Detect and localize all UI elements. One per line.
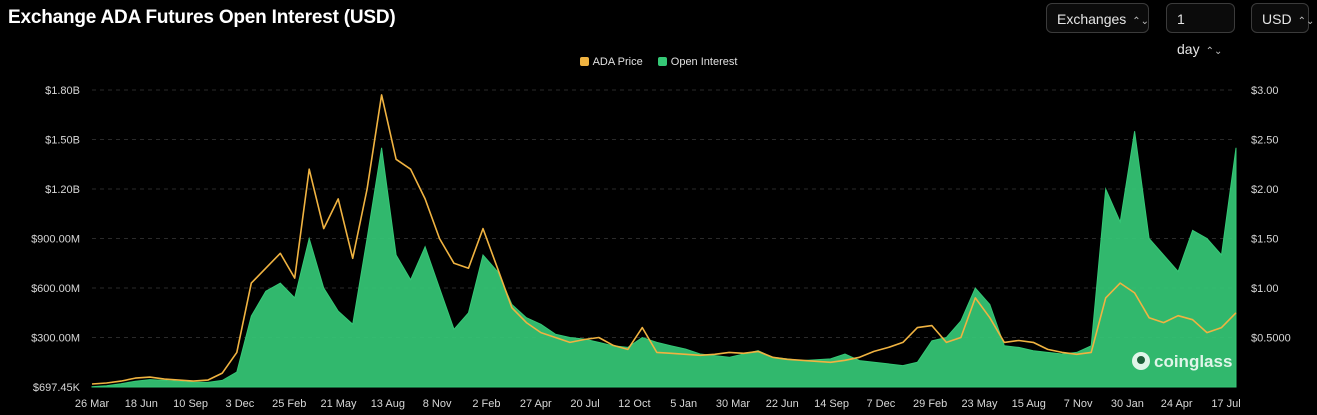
interval-select[interactable]: 1 day ⌃⌄ [1166,3,1235,57]
open-interest-area [91,131,1237,388]
x-tick-label: 7 Nov [1064,398,1093,410]
x-tick-label: 15 Aug [1012,398,1046,410]
legend-label-price: ADA Price [592,56,643,68]
page-title: Exchange ADA Futures Open Interest (USD) [8,7,396,28]
x-tick-label: 27 Apr [520,398,552,410]
x-tick-label: 30 Mar [716,398,751,410]
legend-item-price[interactable]: ADA Price [579,56,643,68]
y-left-tick-label: $600.00M [31,283,80,295]
x-tick-label: 12 Oct [618,398,650,410]
ada-price-line [91,94,1237,385]
y-right-tick-label: $3.00 [1251,85,1279,97]
interval-select-label: 1 day [1177,11,1200,57]
x-tick-label: 29 Feb [913,398,947,410]
chevron-updown-icon: ⌃⌄ [1297,16,1315,27]
currency-select[interactable]: USD ⌃⌄ [1251,3,1314,33]
y-axis-right: $0.5000 $1.00 $1.50 $2.00 $2.50 $3.00 [1251,85,1291,345]
grid-lines [92,89,1236,338]
legend-label-open-interest: Open Interest [670,56,738,68]
x-tick-label: 14 Sep [814,398,849,410]
x-tick-label: 30 Jan [1111,398,1144,410]
x-tick-label: 18 Jun [125,398,158,410]
x-tick-label: 3 Dec [226,398,255,410]
y-left-tick-label: $900.00M [31,234,80,246]
y-left-tick-label: $1.80B [45,85,80,97]
x-tick-label: 23 May [961,398,998,410]
x-tick-label: 10 Sep [173,398,208,410]
x-tick-label: 8 Nov [423,398,452,410]
x-tick-label: 25 Feb [272,398,306,410]
legend-item-open-interest[interactable]: Open Interest [657,56,738,68]
x-tick-label: 24 Apr [1161,398,1193,410]
legend-swatch-price [579,57,589,66]
currency-select-label: USD [1262,11,1292,27]
y-right-tick-label: $2.00 [1251,184,1279,196]
y-left-tick-label: $1.50B [45,135,80,147]
x-tick-label: 7 Dec [866,398,895,410]
y-right-tick-label: $2.50 [1251,135,1279,147]
x-axis: 26 Mar 18 Jun 10 Sep 3 Dec 25 Feb 21 May 13 Au… [75,398,1241,410]
legend-swatch-open-interest [657,57,667,66]
chevron-updown-icon: ⌃⌄ [1205,46,1223,57]
x-tick-label: 2 Feb [472,398,500,410]
x-tick-label: 22 Jun [766,398,799,410]
chart-legend: ADA Price Open Interest [0,56,1317,68]
y-right-tick-label: $0.5000 [1251,333,1291,345]
y-left-tick-label: $1.20B [45,184,80,196]
x-tick-label: 20 Jul [570,398,599,410]
x-tick-label: 17 Jul [1211,398,1240,410]
watermark-text: coinglass [1154,352,1233,371]
x-tick-label: 26 Mar [75,398,110,410]
y-right-tick-label: $1.50 [1251,234,1279,246]
watermark: coinglass [1132,352,1232,372]
price-layer [91,94,1237,385]
y-right-tick-label: $1.00 [1251,283,1279,295]
x-tick-label: 21 May [320,398,357,410]
open-interest-layer [91,131,1237,388]
coinglass-logo-icon [1132,352,1150,370]
y-axis-left: $697.45K $300.00M $600.00M $900.00M $1.20B $1… [31,85,81,394]
y-left-tick-label: $697.45K [33,382,81,394]
exchanges-select-label: Exchanges [1057,11,1127,27]
x-tick-label: 5 Jan [670,398,697,410]
chart-controls: Exchanges ⌃⌄ 1 day ⌃⌄ USD ⌃⌄ [1046,3,1314,57]
chevron-updown-icon: ⌃⌄ [1132,16,1150,27]
x-tick-label: 13 Aug [371,398,405,410]
exchanges-select[interactable]: Exchanges ⌃⌄ [1046,3,1149,33]
y-left-tick-label: $300.00M [31,333,80,345]
